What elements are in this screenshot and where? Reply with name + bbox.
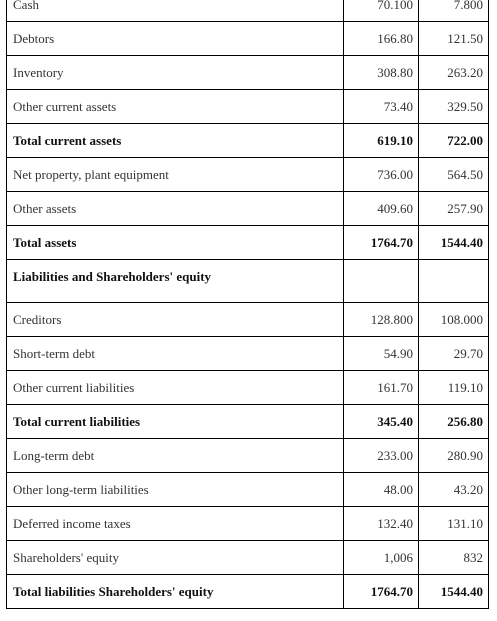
value-column-1: 308.80 — [343, 55, 419, 90]
table-row: Liabilities and Shareholders' equity — [6, 259, 489, 303]
table-row: Other current liabilities 161.70 119.10 — [6, 370, 489, 405]
row-label: Other assets — [6, 191, 344, 226]
value-column-1: 73.40 — [343, 89, 419, 124]
row-label: Total current liabilities — [6, 404, 344, 439]
value-column-2: 722.00 — [418, 123, 489, 158]
row-label: Liabilities and Shareholders' equity — [6, 259, 344, 303]
value-column-1: 233.00 — [343, 438, 419, 473]
row-label: Deferred income taxes — [6, 506, 344, 541]
balance-sheet-table: Cash 70.100 7.800 Debtors 166.80 121.50 Invent… — [6, 0, 489, 609]
value-column-2 — [418, 259, 489, 303]
row-label: Other current liabilities — [6, 370, 344, 405]
table-row: Deferred income taxes 132.40 131.10 — [6, 506, 489, 541]
value-column-2: 329.50 — [418, 89, 489, 124]
row-label: Short-term debt — [6, 336, 344, 371]
value-column-1: 736.00 — [343, 157, 419, 192]
value-column-2: 1544.40 — [418, 574, 489, 609]
row-label: Other current assets — [6, 89, 344, 124]
value-column-2: 256.80 — [418, 404, 489, 439]
value-column-1: 1,006 — [343, 540, 419, 575]
value-column-2: 263.20 — [418, 55, 489, 90]
row-label: Cash — [6, 0, 344, 22]
value-column-2: 119.10 — [418, 370, 489, 405]
row-label: Long-term debt — [6, 438, 344, 473]
value-column-1: 345.40 — [343, 404, 419, 439]
value-column-2: 7.800 — [418, 0, 489, 22]
row-label: Inventory — [6, 55, 344, 90]
value-column-2: 121.50 — [418, 21, 489, 56]
table-row: Total liabilities Shareholders' equity 17… — [6, 574, 489, 609]
row-label: Shareholders' equity — [6, 540, 344, 575]
value-column-1: 54.90 — [343, 336, 419, 371]
balance-sheet: Cash 70.100 7.800 Debtors 166.80 121.50 Invent… — [6, 0, 489, 609]
table-body: Cash 70.100 7.800 Debtors 166.80 121.50 Invent… — [6, 0, 489, 609]
table-row: Shareholders' equity 1,006 832 — [6, 540, 489, 575]
row-label: Other long-term liabilities — [6, 472, 344, 507]
row-label: Creditors — [6, 302, 344, 337]
value-column-2: 1544.40 — [418, 225, 489, 260]
value-column-1: 161.70 — [343, 370, 419, 405]
row-label: Total current assets — [6, 123, 344, 158]
value-column-1: 409.60 — [343, 191, 419, 226]
table-row: Total current liabilities 345.40 256.80 — [6, 404, 489, 439]
table-row: Creditors 128.800 108.000 — [6, 302, 489, 337]
value-column-2: 564.50 — [418, 157, 489, 192]
table-row: Other current assets 73.40 329.50 — [6, 89, 489, 124]
value-column-2: 280.90 — [418, 438, 489, 473]
value-column-2: 257.90 — [418, 191, 489, 226]
row-label: Total liabilities Shareholders' equity — [6, 574, 344, 609]
table-row: Total assets 1764.70 1544.40 — [6, 225, 489, 260]
value-column-2: 108.000 — [418, 302, 489, 337]
value-column-1: 128.800 — [343, 302, 419, 337]
table-row: Long-term debt 233.00 280.90 — [6, 438, 489, 473]
table-row: Net property, plant equipment 736.00 564.5… — [6, 157, 489, 192]
table-row: Short-term debt 54.90 29.70 — [6, 336, 489, 371]
row-label: Total assets — [6, 225, 344, 260]
value-column-1: 70.100 — [343, 0, 419, 22]
value-column-1: 166.80 — [343, 21, 419, 56]
value-column-2: 131.10 — [418, 506, 489, 541]
value-column-2: 43.20 — [418, 472, 489, 507]
value-column-2: 832 — [418, 540, 489, 575]
row-label: Net property, plant equipment — [6, 157, 344, 192]
table-row: Other assets 409.60 257.90 — [6, 191, 489, 226]
table-row: Other long-term liabilities 48.00 43.20 — [6, 472, 489, 507]
value-column-1: 619.10 — [343, 123, 419, 158]
value-column-2: 29.70 — [418, 336, 489, 371]
value-column-1 — [343, 259, 419, 303]
table-row: Cash 70.100 7.800 — [6, 0, 489, 22]
table-row: Inventory 308.80 263.20 — [6, 55, 489, 90]
value-column-1: 132.40 — [343, 506, 419, 541]
value-column-1: 1764.70 — [343, 574, 419, 609]
value-column-1: 1764.70 — [343, 225, 419, 260]
table-row: Total current assets 619.10 722.00 — [6, 123, 489, 158]
row-label: Debtors — [6, 21, 344, 56]
table-row: Debtors 166.80 121.50 — [6, 21, 489, 56]
value-column-1: 48.00 — [343, 472, 419, 507]
